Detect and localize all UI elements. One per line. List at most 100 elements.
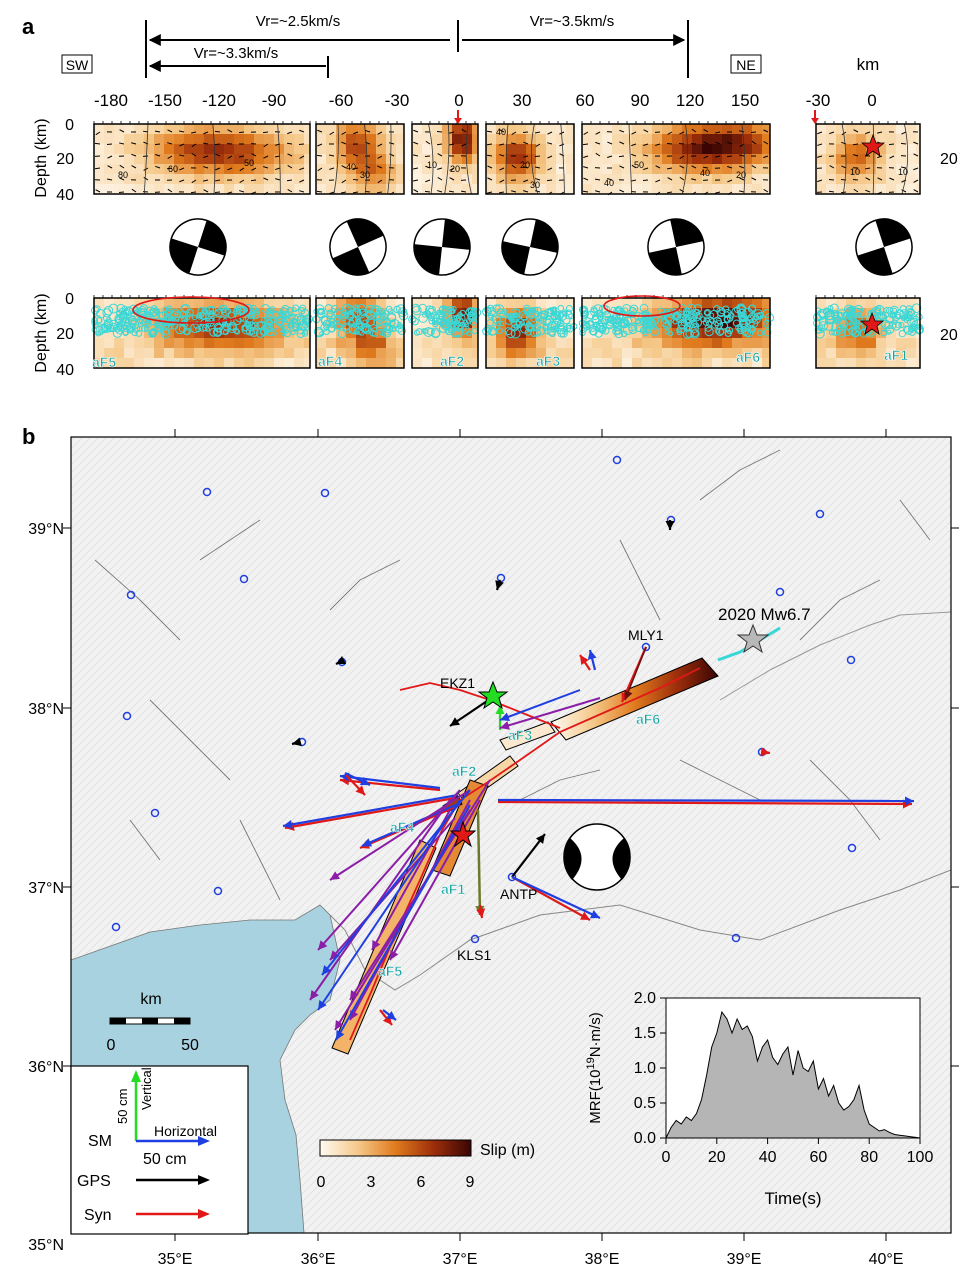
slip-cell [762,308,770,318]
aftershock [162,306,168,312]
slip-cell [602,134,612,144]
slip-cell [856,318,866,328]
slip-cell [752,358,762,368]
aftershock [703,316,710,323]
rake-arrow [739,154,745,157]
rupture-time-contour [681,123,688,195]
aftershock [452,329,461,338]
arrow-head [350,989,359,1000]
slip-cell [662,124,672,134]
arrow-head [372,939,381,950]
slip-cell [184,164,194,174]
slip-cell [452,184,462,194]
aftershock [550,326,557,333]
depth-label-upper: Depth (km) [33,118,50,197]
aftershock [736,305,746,315]
slip-cell [916,308,920,318]
slip-cell [876,298,886,308]
slip-cell [386,174,396,184]
beachball-quadrant [332,247,370,275]
slip-cell [592,348,602,358]
slip-cell [244,308,254,318]
slip-cell [896,174,906,184]
rake-arrow [643,129,649,133]
legend-row-sm: SM [88,1133,112,1150]
arrow-head [292,737,302,747]
rake-arrow [595,152,601,157]
rake-arrow [413,129,419,133]
map-segment-label-af3: aF3 [508,727,532,743]
slip-cell [214,358,224,368]
aftershock [484,324,493,334]
aftershock [586,310,596,320]
slip-cell [396,358,404,368]
contour-label: 40 [700,168,710,178]
slip-cell [866,338,876,348]
slip-cell [472,134,478,144]
slip-cell [856,184,866,194]
aftershock [841,323,848,330]
slip-cell [546,144,556,154]
rake-arrow [715,191,721,194]
slip-cell [906,164,916,174]
aftershock [227,311,236,319]
displacement-arrow [511,833,546,878]
colorbar-tick: 6 [417,1174,426,1191]
fault-trace [94,559,181,641]
slip-cell [164,124,174,134]
aftershock [272,310,281,319]
slip-cell [516,308,526,318]
slip-cell [366,358,376,368]
lat-tick: 36°N [28,1059,64,1076]
slip-cell [376,144,386,154]
slip-cell [304,124,310,134]
slip-cell [896,328,906,338]
slip-cell [234,338,244,348]
aftershock [422,312,428,318]
vr-label-3: Vr=~3.3km/s [194,45,278,62]
slip-cell [486,154,496,164]
displacement-arrow [329,817,456,961]
slip-cell [762,328,770,338]
displacement-arrow [497,796,915,806]
vr-label-1: Vr=~2.5km/s [256,13,340,30]
rake-arrow [751,164,757,169]
slip-cell [316,174,326,184]
aftershock [168,316,177,325]
map-segment-label-af5: aF5 [378,963,402,979]
contour-label: 40 [604,178,614,188]
slip-cell [114,174,124,184]
slip-cell [326,144,336,154]
slip-cell [732,174,742,184]
displacement-arrow [309,799,451,1001]
slip-cell [356,164,366,174]
slip-cell [566,124,574,134]
rake-arrow [191,143,197,148]
slip-cell [356,338,366,348]
slip-cell [462,298,472,308]
slip-cell [432,338,442,348]
aftershock [523,306,531,315]
rake-arrow [263,166,269,169]
aftershock [248,312,255,320]
aftershock [291,307,297,313]
slip-cell [846,164,856,174]
slip-cell [254,348,264,358]
slip-cell [386,338,396,348]
slip-panel [581,121,771,196]
arrow-shaft [511,876,601,919]
slip-cell [496,134,506,144]
slip-cell [104,328,114,338]
rupture-time-contour [841,123,847,195]
aftershock-panel [408,295,482,369]
slip-cell [124,154,134,164]
aftershock [554,311,562,319]
slip-cell [722,174,732,184]
ne-label: NE [736,57,755,73]
rake-arrow [95,131,101,136]
slip-cell [672,134,682,144]
slip-cell [184,184,194,194]
slip-cell [546,154,556,164]
slip-cell [412,184,422,194]
slip-cell [692,164,702,174]
